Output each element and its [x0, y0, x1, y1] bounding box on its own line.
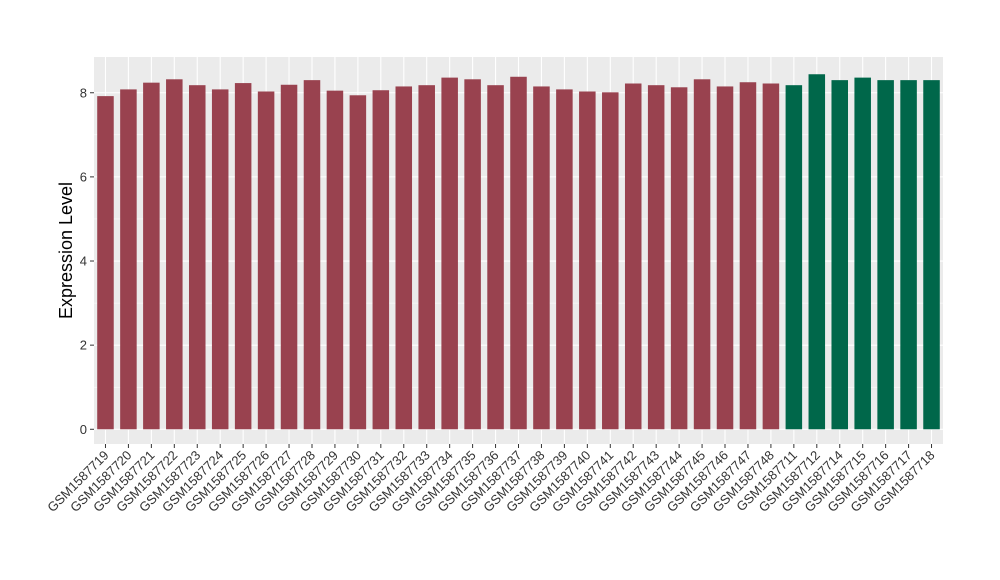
bar-GSM1587722	[166, 79, 183, 430]
bar-GSM1587728	[303, 80, 321, 430]
bar-GSM1587740	[579, 91, 596, 430]
bar-GSM1587732	[395, 86, 413, 430]
bar-GSM1587745	[693, 79, 711, 430]
bar-GSM1587719	[97, 96, 114, 430]
bar-GSM1587725	[234, 83, 252, 430]
bar-GSM1587718	[923, 80, 940, 430]
bar-GSM1587711	[785, 85, 803, 430]
y-axis-title: Expression Level	[56, 182, 76, 319]
bar-GSM1587724	[211, 89, 229, 430]
bar-GSM1587717	[900, 80, 917, 430]
bar-GSM1587734	[441, 77, 458, 430]
bar-GSM1587727	[280, 84, 298, 430]
bar-GSM1587715	[854, 77, 871, 430]
bar-GSM1587737	[510, 76, 527, 430]
bar-GSM1587739	[556, 89, 573, 430]
bar-GSM1587743	[647, 85, 665, 430]
x-axis: GSM1587719GSM1587720GSM1587721GSM1587722…	[44, 444, 938, 515]
bar-GSM1587712	[808, 74, 826, 430]
bar-GSM1587731	[372, 90, 390, 430]
bar-GSM1587720	[120, 89, 137, 430]
y-tick-label: 8	[80, 85, 87, 100]
bar-GSM1587748	[762, 83, 780, 430]
bar-GSM1587742	[624, 83, 642, 430]
bar-GSM1587726	[257, 91, 275, 430]
bar-GSM1587721	[143, 82, 160, 430]
bar-GSM1587744	[670, 87, 688, 430]
bar-GSM1587733	[418, 85, 435, 430]
bar-GSM1587730	[349, 95, 367, 430]
bar-GSM1587747	[739, 82, 757, 430]
bar-GSM1587746	[716, 86, 734, 430]
y-tick-label: 6	[80, 169, 87, 184]
bar-GSM1587716	[877, 80, 894, 430]
bars	[97, 74, 940, 430]
y-axis: 0 2 4 6 8	[80, 85, 94, 437]
bar-GSM1587736	[487, 85, 504, 430]
bar-GSM1587723	[188, 85, 206, 430]
bar-GSM1587714	[831, 80, 849, 430]
bar-GSM1587729	[326, 90, 344, 430]
bar-GSM1587738	[533, 86, 550, 430]
y-tick-label: 4	[80, 254, 87, 269]
y-tick-label: 2	[80, 338, 87, 353]
bar-GSM1587735	[464, 79, 481, 430]
bar-GSM1587741	[602, 92, 619, 430]
y-tick-label: 0	[80, 422, 87, 437]
